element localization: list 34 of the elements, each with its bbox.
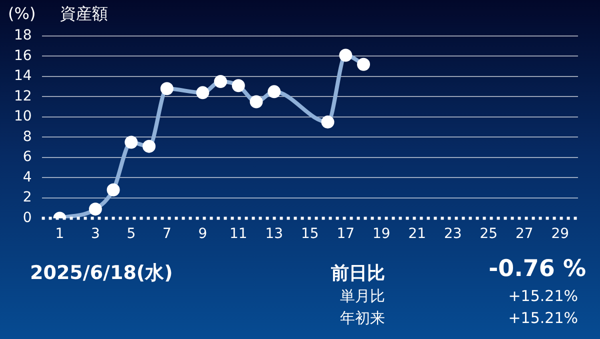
x-tick-label: 3 [90,226,100,242]
x-tick-label: 9 [198,226,208,242]
y-tick-label: 0 [22,210,32,226]
x-tick-label: 21 [408,226,426,242]
x-tick-label: 13 [265,226,284,242]
x-tick-label: 25 [480,226,498,242]
chart-title: 資産額 [60,4,108,24]
y-tick-label: 8 [22,128,32,145]
text: 2025/6/18(水) [30,261,173,286]
x-tick-label: 23 [444,226,462,242]
x-tick-label: 1 [55,226,64,242]
text: +15.21% [508,309,578,327]
x-tick-label: 11 [230,226,248,242]
y-tick-label: 14 [14,68,32,84]
y-tick-label: 6 [22,149,32,166]
y-tick-label: 2 [22,190,32,206]
x-tick-label: 7 [162,226,172,242]
x-tick-label: 15 [300,226,319,242]
x-tick-label: 19 [372,226,390,242]
y-tick-label: 10 [14,108,32,125]
text: 前日比 [331,262,385,285]
text: +15.21% [508,287,578,305]
text: 単月比 [340,287,385,306]
text: 年初来 [340,309,385,328]
y-tick-label: 12 [14,88,32,104]
x-tick-label: 29 [551,226,570,242]
y-tick-label: 18 [14,28,32,44]
x-tick-label: 27 [515,226,534,242]
text: -0.76 % [488,256,586,282]
y-tick-label: 16 [14,48,32,64]
y-axis-title: (%) [8,4,36,24]
x-tick-label: 5 [126,226,136,242]
y-tick-label: 4 [22,169,32,186]
x-tick-label: 17 [336,226,355,242]
